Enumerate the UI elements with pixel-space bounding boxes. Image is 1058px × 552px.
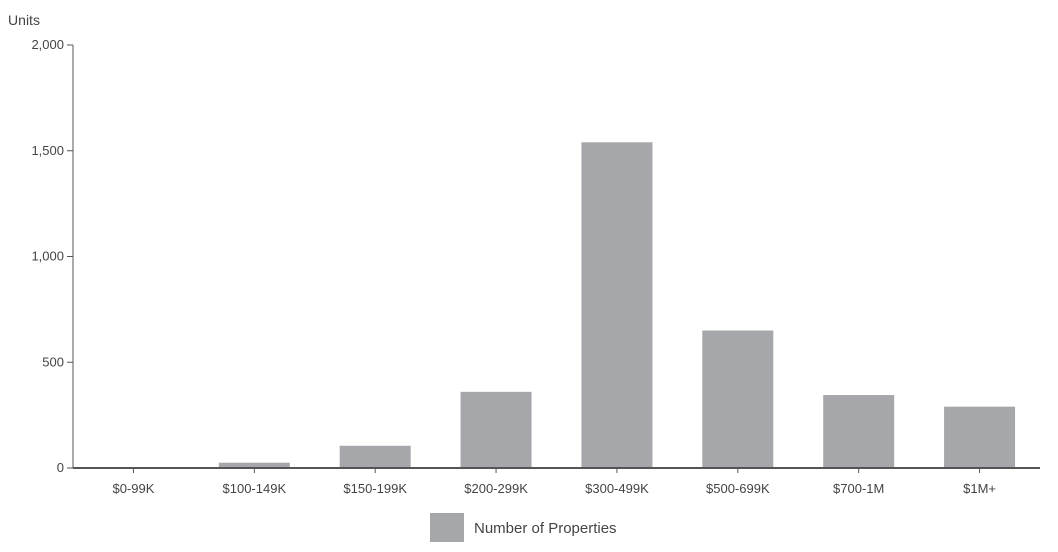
bar <box>218 462 290 468</box>
x-axis: $0-99K $100-149K $150-199K $200-299K $300-49… <box>112 468 996 496</box>
x-tick-label: $700-1M <box>833 481 884 496</box>
y-tick-label: 1,000 <box>31 249 64 264</box>
x-tick-label: $150-199K <box>343 481 407 496</box>
y-axis: 0 500 1,000 1,500 2,000 <box>31 37 73 475</box>
bar <box>460 391 532 468</box>
x-tick-label: $300-499K <box>585 481 649 496</box>
y-tick-label: 2,000 <box>31 37 64 52</box>
bar <box>702 330 774 468</box>
x-tick-label: $0-99K <box>112 481 154 496</box>
x-tick-label: $100-149K <box>223 481 287 496</box>
x-tick-label: $1M+ <box>963 481 996 496</box>
legend-label: Number of Properties <box>474 520 617 537</box>
x-tick-label: $500-699K <box>706 481 770 496</box>
bar <box>339 445 411 468</box>
y-tick-label: 0 <box>57 460 64 475</box>
bar <box>823 395 895 468</box>
y-tick-label: 500 <box>42 354 64 369</box>
bar <box>581 142 653 469</box>
x-tick-label: $200-299K <box>464 481 528 496</box>
bars <box>218 142 1016 469</box>
y-axis-title: Units <box>8 12 40 28</box>
y-tick-label: 1,500 <box>31 143 64 158</box>
legend: Number of Properties <box>430 513 617 542</box>
legend-swatch <box>430 513 464 542</box>
bar <box>944 406 1016 468</box>
